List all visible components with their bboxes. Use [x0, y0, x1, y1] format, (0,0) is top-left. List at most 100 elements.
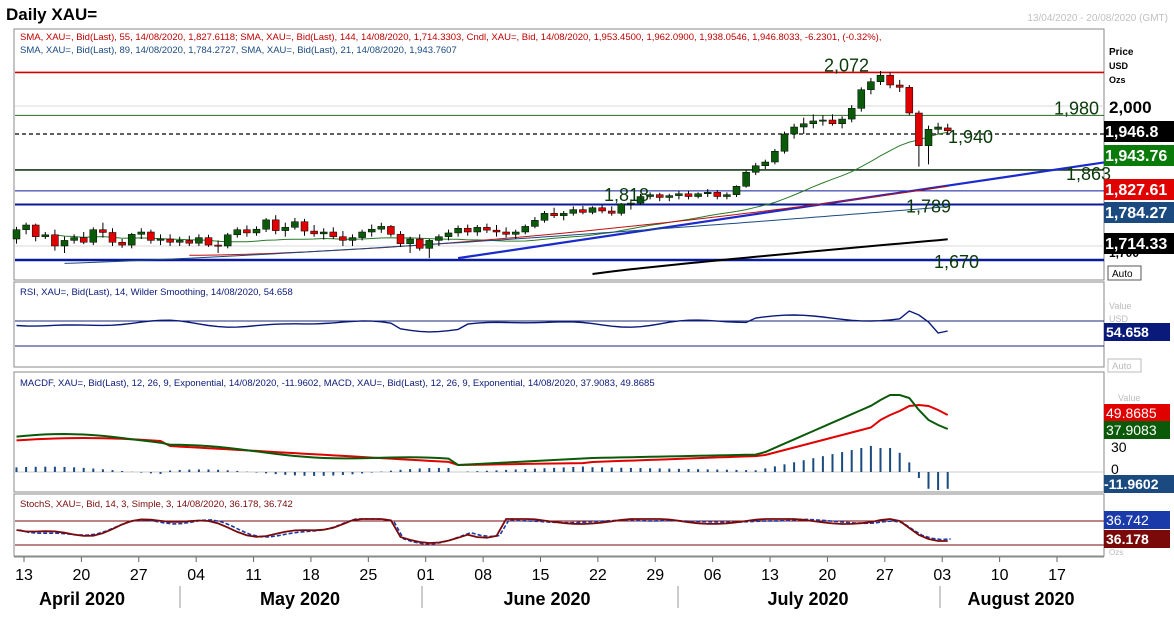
candle-body [329, 231, 338, 237]
rsi-axis-title-2: USD [1109, 314, 1129, 324]
x-tick-label: 11 [245, 567, 262, 584]
rsi-value-tag [1104, 323, 1170, 341]
candle-body [99, 229, 107, 233]
candle-body [223, 234, 232, 247]
price-auto-button[interactable] [1107, 265, 1142, 281]
level-label-2072: 2,072 [824, 55, 869, 75]
candles [12, 71, 952, 259]
candle-body [895, 84, 904, 88]
x-tick-label: 10 [991, 567, 1009, 584]
x-tick-label: 20 [819, 567, 837, 584]
price-tag-2 [1104, 179, 1174, 200]
candle-body [607, 210, 616, 214]
sma-144-line [592, 238, 948, 275]
candle-body [127, 234, 136, 246]
candle-body [646, 194, 654, 197]
candle-body [550, 213, 558, 216]
candle-body [156, 238, 165, 241]
candle-body [521, 226, 530, 233]
x-tick-label: 17 [1048, 567, 1066, 584]
candle-body [444, 232, 453, 237]
stoch-panel-frame [13, 493, 1105, 557]
candle-body [425, 240, 434, 249]
candle-body [89, 229, 98, 243]
price-auto-label: Auto [1112, 269, 1133, 280]
candle-body [108, 232, 117, 243]
x-tick-label: 04 [187, 567, 205, 584]
candle-body [905, 87, 914, 114]
candle-body [617, 203, 626, 214]
candle-body [588, 207, 597, 213]
candle-body [51, 234, 59, 247]
price-axis-title-2: USD [1109, 61, 1129, 71]
candle-body [185, 240, 194, 244]
x-tick-label: 13 [15, 567, 33, 584]
candle-body [387, 226, 395, 235]
candle-body [195, 237, 203, 244]
x-tick-label: 08 [474, 567, 492, 584]
candle-body [627, 202, 635, 205]
candle-body [799, 123, 808, 128]
rsi-panel-frame [13, 281, 1105, 368]
macd-tick-30: 30 [1111, 439, 1127, 455]
x-tick-label: 06 [704, 567, 722, 584]
sma-89-line [64, 206, 948, 264]
candle-body [12, 229, 21, 240]
candle-body [233, 229, 242, 236]
candle-body [531, 220, 539, 227]
macd-line-tag-text: 37.9083 [1106, 422, 1157, 438]
candle-body [665, 195, 674, 198]
price-axis-title-1: Price [1109, 47, 1134, 58]
stoch-d-tag [1104, 511, 1170, 529]
candle-body [771, 151, 779, 163]
candle-body [262, 219, 270, 230]
macd-histogram [15, 445, 949, 490]
macd-legend: MACDF, XAU=, Bid(Last), 12, 26, 9, Expon… [20, 378, 655, 389]
price-axis-title-3: Ozs [1109, 75, 1126, 85]
candle-body [684, 193, 693, 197]
price-tag-text-2: 1,827.61 [1105, 182, 1167, 199]
candle-body [435, 236, 443, 241]
candle-body [396, 234, 405, 244]
candle-body [838, 118, 846, 124]
candle-body [492, 229, 501, 233]
level-label-1940: 1,940 [948, 127, 993, 147]
x-tick-label: 27 [130, 567, 148, 584]
candle-body [828, 119, 837, 124]
macd-signal-tag-text: 49.8685 [1106, 405, 1157, 421]
candle-body [70, 237, 78, 241]
stoch-k-line [16, 518, 948, 544]
price-tag-1 [1104, 145, 1174, 166]
candle-body [540, 213, 549, 221]
stoch-axis-title: Ozs [1109, 548, 1123, 557]
x-tick-label: 01 [417, 567, 435, 584]
rsi-auto-button[interactable] [1107, 358, 1142, 373]
level-label-1818: 1,818 [604, 185, 649, 205]
candle-body [214, 244, 222, 247]
x-axis-months: April 2020 May 2020 June 2020 July 2020 Augu… [39, 586, 1075, 609]
candle-body [857, 89, 866, 109]
stoch-k-tag-text: 36.178 [1106, 531, 1149, 547]
candle-body [694, 193, 702, 197]
x-month-label: July 2020 [767, 589, 848, 609]
candle-body [271, 219, 280, 231]
sma-21-line [54, 131, 948, 243]
candle-body [358, 231, 366, 238]
candle-body [367, 228, 376, 233]
candle-body [175, 240, 184, 243]
chart-title: Daily XAU= [6, 5, 97, 24]
candle-body [655, 194, 664, 198]
price-tag-0 [1104, 121, 1174, 142]
price-tag-text-3: 1,784.27 [1105, 205, 1167, 222]
level-label-1789: 1,789 [906, 196, 951, 216]
x-tick-label: 27 [876, 567, 894, 584]
candle-body [559, 213, 568, 216]
candle-body [31, 224, 40, 237]
macd-panel-frame [13, 371, 1105, 493]
candle-body [809, 120, 818, 124]
candle-body [137, 231, 146, 235]
macd-line [16, 394, 949, 467]
rsi-value-tag-text: 54.658 [1106, 324, 1149, 340]
price-tag-3 [1104, 202, 1174, 223]
level-label-1670: 1,670 [934, 252, 979, 272]
